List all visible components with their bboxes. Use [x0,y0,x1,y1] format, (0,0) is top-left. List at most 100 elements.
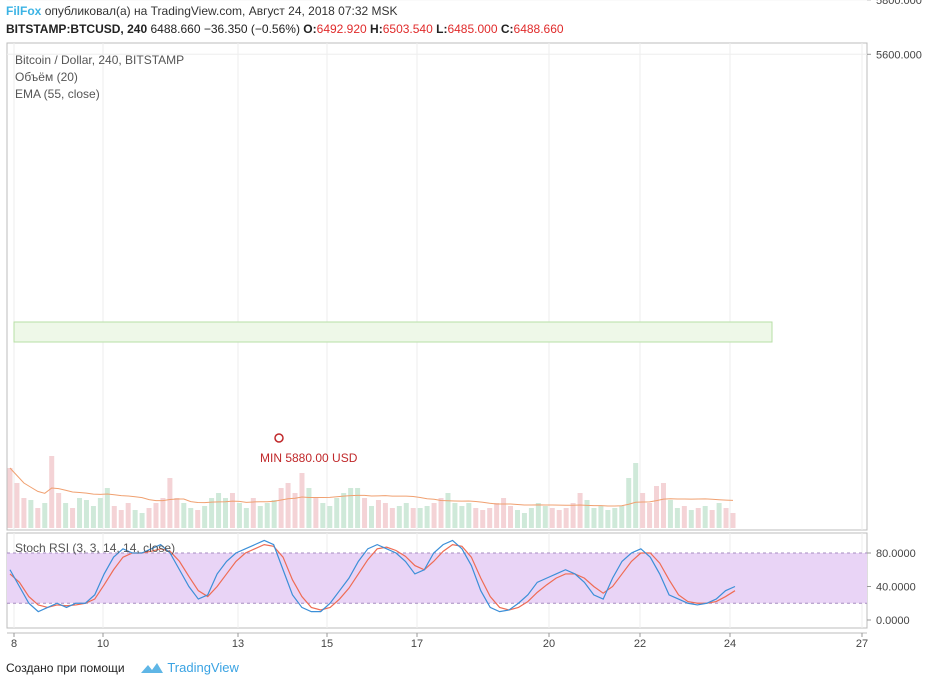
volume-bar [195,510,201,528]
x-tick-label: 24 [724,638,736,650]
close-value: 6488.660 [513,22,564,36]
volume-bar [723,508,729,528]
x-tick-label: 20 [543,638,555,650]
volume-bar [382,503,388,528]
volume-bar [660,483,666,528]
x-tick-label: 27 [856,638,868,650]
volume-bar [125,503,131,528]
volume-bar [570,503,576,528]
volume-bar [70,508,76,528]
volume-bar [42,503,48,528]
volume-bar [633,463,639,528]
volume-bar [508,506,514,528]
volume-ma-line [9,467,734,507]
volume-bar [49,456,55,528]
volume-bar [341,493,347,528]
min-marker [274,433,284,443]
volume-bar [348,488,354,528]
volume-bar [389,508,395,528]
low-label: L: [436,22,448,36]
volume-bar [549,508,555,528]
volume-bar [90,506,96,528]
volume-bar [487,508,493,528]
published-text: опубликовал(а) на TradingView.com, Авгус… [44,4,398,18]
volume-bar [167,478,173,528]
footer-tradingview-link[interactable]: TradingView [167,660,239,675]
publisher-name[interactable]: FilFox [6,4,42,18]
high-label: H: [370,22,383,36]
tradingview-logo-icon [141,663,163,673]
volume-bar [674,508,680,528]
price-change: −36.350 (−0.56%) [203,22,300,36]
volume-bar [612,508,618,528]
legend-ema: EMA (55, close) [15,87,100,101]
volume-bar [514,510,520,528]
volume-bar [466,503,472,528]
volume-bar [563,508,569,528]
y-tick-label: 5600.000 [876,49,922,61]
volume-bar [584,500,590,528]
volume-bar [375,500,381,528]
volume-bar [153,503,159,528]
footer-made-with: Создано при помощи [6,661,125,675]
volume-bar [28,500,34,528]
volume-bar [459,506,465,528]
volume-bar [236,503,242,528]
ohlc-line: BITSTAMP:BTCUSD, 240 6488.660 −36.350 (−… [6,22,564,36]
stoch-band [7,553,867,604]
legend-volume: Объём (20) [15,70,78,84]
volume-bar [229,493,235,528]
volume-bar [605,510,611,528]
footer: Создано при помощи TradingView [6,660,239,675]
low-value: 6485.000 [447,22,498,36]
volume-bar [188,508,194,528]
x-tick-label: 22 [634,638,646,650]
stoch-tick-label: 0.0000 [876,615,910,627]
x-tick-label: 13 [232,638,244,650]
volume-bar [7,468,13,528]
y-tick-label: 5800.000 [876,0,922,7]
volume-bar [355,488,361,528]
volume-bar [160,498,166,528]
legend-symbol: Bitcoin / Dollar, 240, BITSTAMP [15,53,185,67]
volume-bar [264,503,270,528]
volume-bar [97,498,103,528]
volume-bar [369,506,374,528]
volume-bar [667,500,673,528]
volume-bar [271,500,277,528]
volume-bar [362,498,368,528]
volume-bar [619,506,625,528]
volume-bar [716,503,722,528]
volume-bar [35,508,41,528]
stoch-k-line [9,539,736,613]
volume-bar [146,508,152,528]
volume-bar [320,503,326,528]
volume-bar [396,506,402,528]
volume-bar [480,510,486,528]
high-value: 6503.540 [382,22,433,36]
volume-bar [695,508,701,528]
volume-bar [327,506,333,528]
volume-bar [243,508,249,528]
volume-bar [626,478,632,528]
volume-bar [730,513,736,528]
min-label: MIN 5880.00 USD [260,451,358,465]
volume-bar [306,488,312,528]
volume-bar [313,498,319,528]
last-price: 6488.660 [150,22,201,36]
volume-bar [521,513,527,528]
open-label: O: [303,22,317,36]
volume-bar [132,510,138,528]
volume-bar [278,488,284,528]
volume-bar [334,498,340,528]
volume-bar [292,493,298,528]
volume-bar [83,500,89,528]
symbol-label: BITSTAMP:BTCUSD, 240 [6,22,148,36]
volume-bar [410,508,416,528]
volume-bar [528,508,534,528]
volume-bar [77,498,83,528]
publisher-line: FilFox опубликовал(а) на TradingView.com… [6,4,398,18]
volume-bar [56,493,62,528]
open-value: 6492.920 [316,22,367,36]
